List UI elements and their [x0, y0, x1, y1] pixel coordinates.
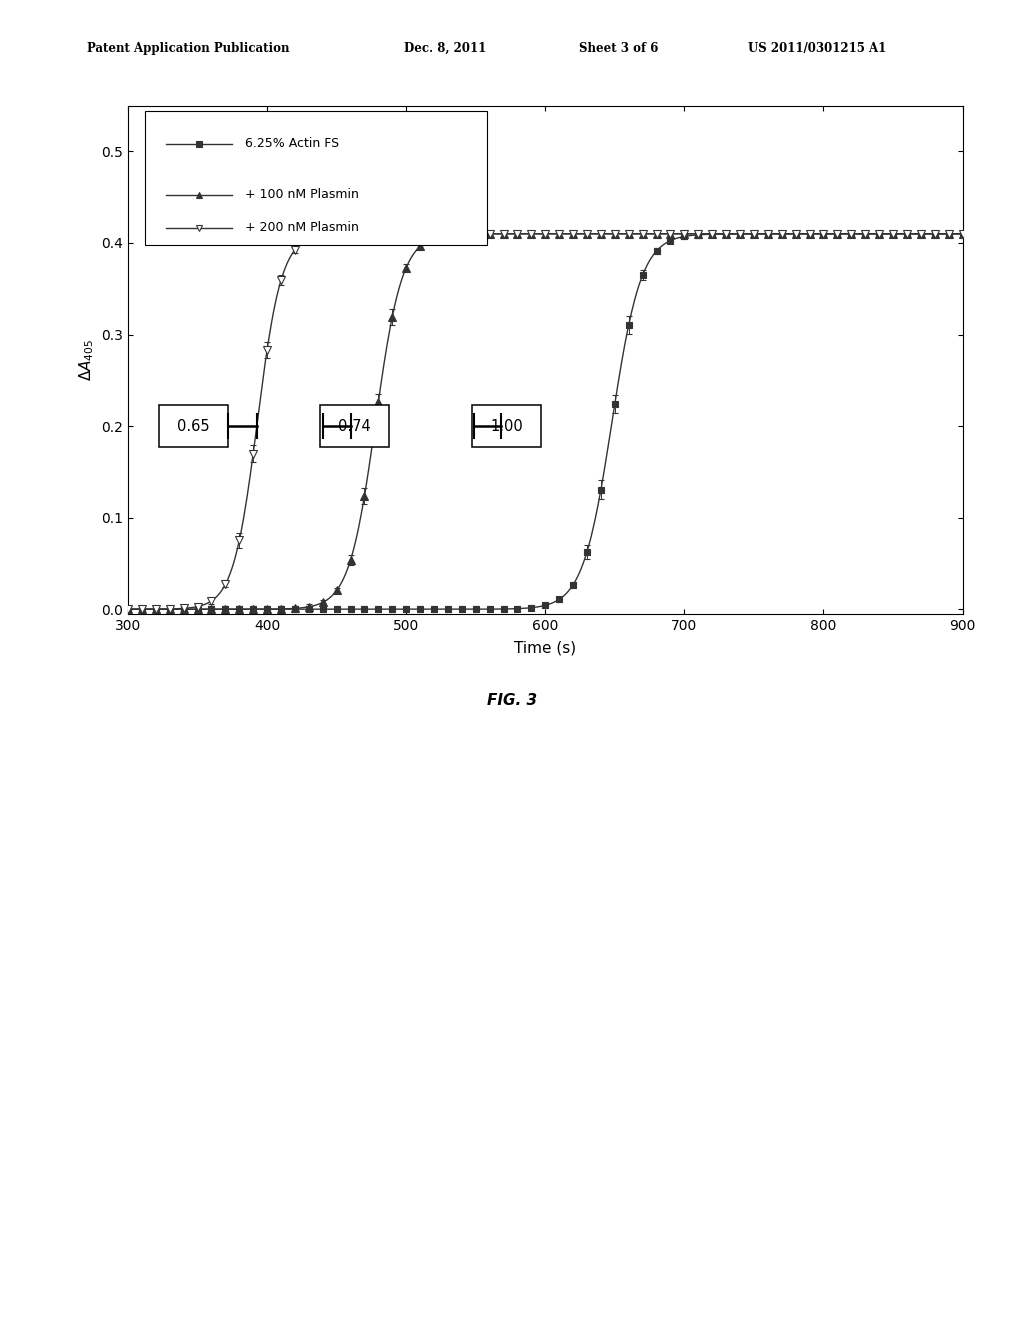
Text: 1.00: 1.00	[489, 418, 522, 433]
FancyBboxPatch shape	[144, 111, 486, 246]
Text: US 2011/0301215 A1: US 2011/0301215 A1	[748, 42, 886, 55]
Text: Patent Application Publication: Patent Application Publication	[87, 42, 290, 55]
Text: 0.74: 0.74	[338, 418, 371, 433]
Text: Dec. 8, 2011: Dec. 8, 2011	[404, 42, 486, 55]
Bar	[159, 405, 228, 446]
Bar	[319, 405, 389, 446]
Text: 0.65: 0.65	[177, 418, 210, 433]
Text: + 100 nM Plasmin: + 100 nM Plasmin	[245, 187, 358, 201]
Text: + 200 nM Plasmin: + 200 nM Plasmin	[245, 220, 358, 234]
Text: 6.25% Actin FS: 6.25% Actin FS	[245, 137, 339, 150]
Text: FIG. 3: FIG. 3	[487, 693, 537, 708]
Bar	[472, 405, 541, 446]
Y-axis label: $\Delta A_{405}$: $\Delta A_{405}$	[77, 339, 95, 380]
Text: Sheet 3 of 6: Sheet 3 of 6	[579, 42, 658, 55]
X-axis label: Time (s): Time (s)	[514, 642, 577, 656]
